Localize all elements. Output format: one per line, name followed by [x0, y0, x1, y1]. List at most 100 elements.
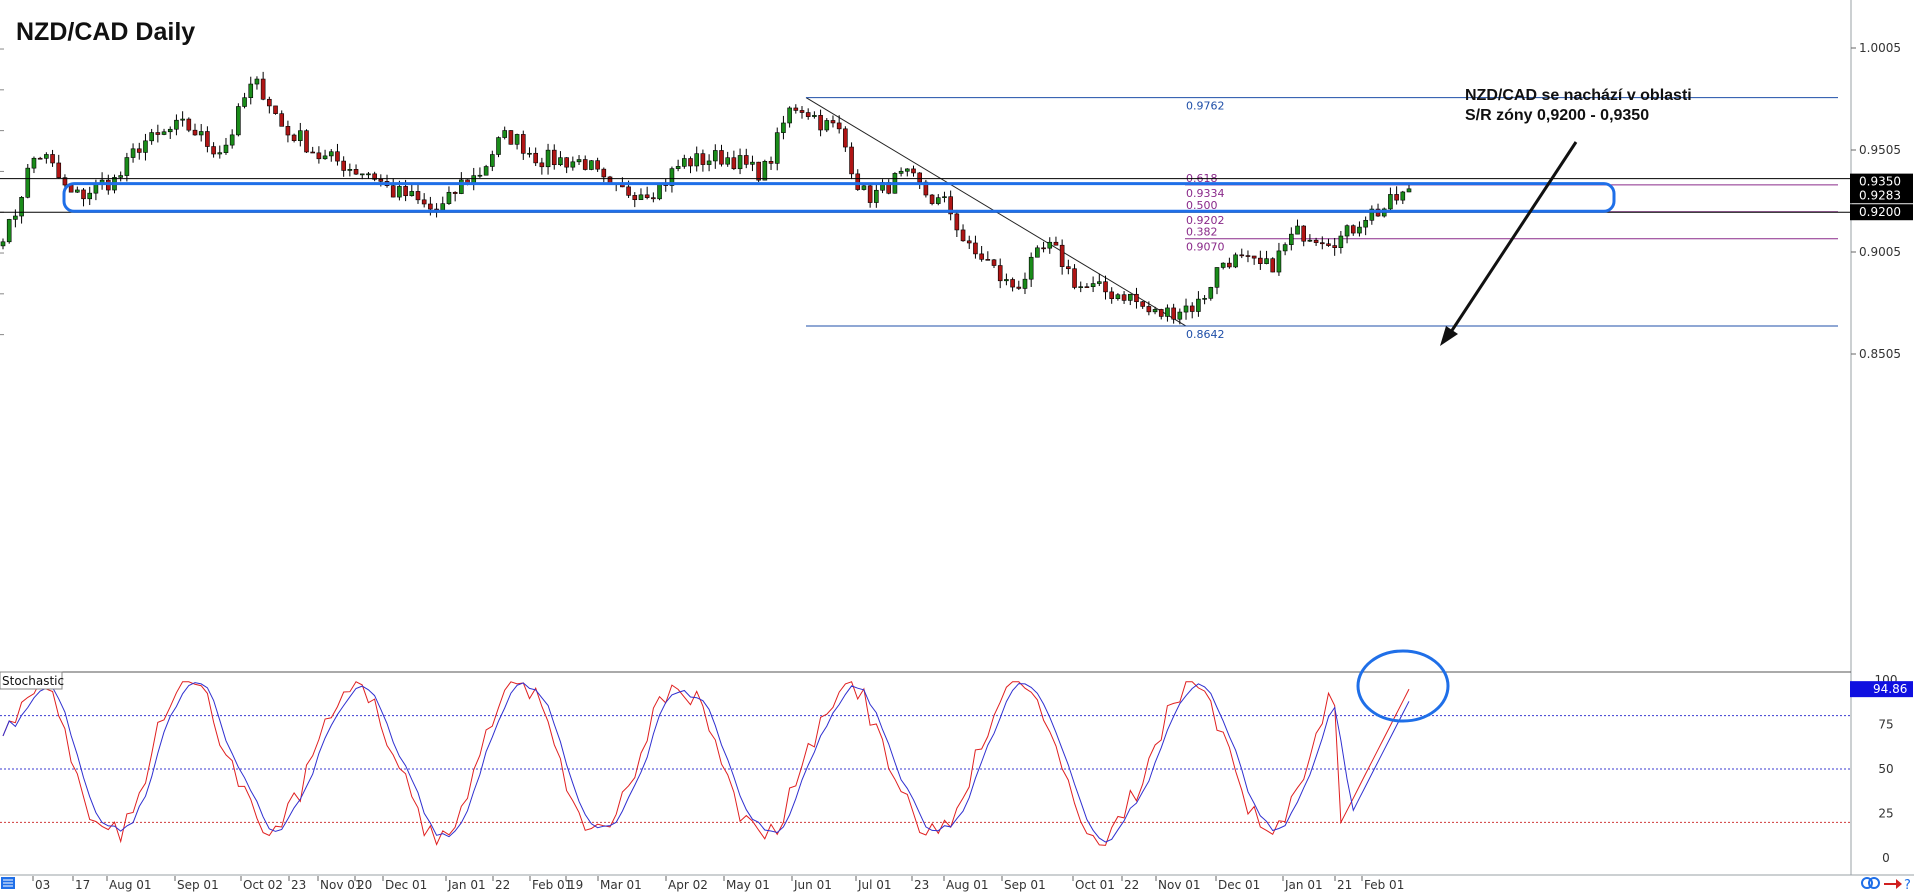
candle-body — [712, 150, 718, 162]
date-label: Nov 01 — [1158, 878, 1201, 892]
stochastic-current-tag — [1850, 681, 1913, 698]
candle-body — [1177, 311, 1183, 320]
candle-body — [223, 144, 229, 153]
candle-body — [341, 160, 346, 171]
candle-body — [409, 191, 415, 197]
stochastic-label: Stochastic — [2, 674, 64, 688]
candle-body — [688, 158, 693, 167]
candle-body — [13, 215, 18, 220]
fib-value-label: 0.9334 — [1186, 187, 1225, 200]
candle-body — [706, 160, 712, 165]
candle-body — [359, 173, 365, 176]
candle-body — [799, 110, 805, 113]
candle-body — [1053, 241, 1059, 246]
candle-body — [1140, 301, 1145, 307]
candle-body — [1016, 286, 1022, 289]
annotation-line-1: NZD/CAD se nachází v oblasti — [1465, 87, 1692, 104]
candle-body — [867, 185, 873, 203]
support-resistance-zone — [0, 178, 1851, 213]
candle-body — [161, 131, 167, 135]
candle-body — [1388, 194, 1393, 210]
price-tag-box — [1850, 173, 1913, 190]
candle-body — [756, 161, 761, 181]
candle-body — [1059, 244, 1065, 267]
date-label: Feb 01 — [532, 878, 572, 892]
candle-body — [1097, 281, 1102, 284]
candle-body — [285, 126, 291, 136]
candle-body — [774, 132, 780, 164]
date-label: Aug 01 — [946, 878, 989, 892]
candle-body — [1301, 225, 1307, 242]
candle-body — [1245, 255, 1251, 257]
candle-body — [601, 168, 607, 178]
candle-body — [124, 157, 130, 176]
candle-body — [576, 159, 582, 163]
candle-body — [830, 120, 836, 124]
auto-scroll-icon[interactable] — [1884, 879, 1902, 889]
candle-body — [1121, 294, 1127, 301]
annotation-arrow — [1440, 141, 1578, 346]
candle-body — [397, 186, 402, 198]
candle-body — [1183, 305, 1189, 313]
date-label: Jul 01 — [857, 878, 892, 892]
candle-body — [56, 162, 62, 178]
candle-body — [1127, 293, 1133, 301]
candle-body — [75, 189, 80, 193]
candle-body — [545, 149, 551, 168]
price-tick-label: 0.8505 — [1859, 347, 1901, 361]
candle-body — [1041, 247, 1046, 250]
candle-body — [390, 185, 396, 198]
candle-body — [1171, 307, 1176, 320]
candle-body — [743, 155, 749, 165]
candle-body — [291, 134, 297, 141]
date-label: 22 — [495, 878, 510, 892]
candle-body — [477, 174, 483, 177]
date-label: Dec 01 — [385, 878, 427, 892]
stochastic-d-line — [2, 682, 1410, 843]
price-tag-label: 0.9350 — [1859, 175, 1901, 189]
candle-body — [818, 115, 823, 131]
candle-body — [254, 78, 260, 85]
candle-body — [1134, 293, 1139, 303]
candle-body — [954, 213, 960, 231]
date-label: Sep 01 — [177, 878, 219, 892]
link-icon[interactable] — [1861, 877, 1880, 889]
candle-body — [347, 169, 353, 171]
date-label: Oct 01 — [1075, 878, 1115, 892]
date-label: Jan 01 — [447, 878, 486, 892]
candle-body — [638, 194, 644, 201]
candle-body — [812, 115, 817, 117]
candle-body — [273, 105, 278, 114]
candle-body — [1115, 294, 1121, 299]
chart-list-icon[interactable] — [1, 877, 15, 889]
candle-body — [316, 152, 322, 160]
candle-body — [118, 175, 123, 178]
candle-body — [1289, 233, 1294, 245]
candle-body — [1028, 256, 1034, 280]
candle-body — [415, 191, 421, 201]
candle-body — [1282, 244, 1288, 252]
fib-value-label: 0.9762 — [1186, 100, 1225, 113]
date-label: Feb 01 — [1364, 878, 1404, 892]
candle-body — [1233, 254, 1238, 268]
fib-value-label: 0.8642 — [1186, 328, 1225, 341]
candle-body — [174, 119, 179, 130]
price-tag-label: 0.9200 — [1859, 205, 1901, 219]
candle-body — [1146, 306, 1152, 313]
candle-body — [1158, 309, 1164, 317]
candle-body — [211, 146, 216, 155]
candle-body — [948, 196, 953, 215]
candle-body — [19, 196, 24, 217]
annotation-line-2: S/R zóny 0,9200 - 0,9350 — [1465, 107, 1649, 124]
help-icon[interactable]: ? — [1904, 878, 1911, 893]
price-axis: 1.0005 0.9505 0.9005 0.8505 — [0, 41, 1901, 361]
stochastic-label-box — [0, 671, 63, 690]
candle-body — [217, 152, 223, 155]
candle-body — [1406, 188, 1412, 193]
candle-body — [1400, 191, 1406, 201]
candle-body — [452, 191, 458, 194]
candle-body — [1189, 305, 1195, 312]
candle-body — [626, 186, 631, 196]
candle-body — [768, 161, 774, 164]
